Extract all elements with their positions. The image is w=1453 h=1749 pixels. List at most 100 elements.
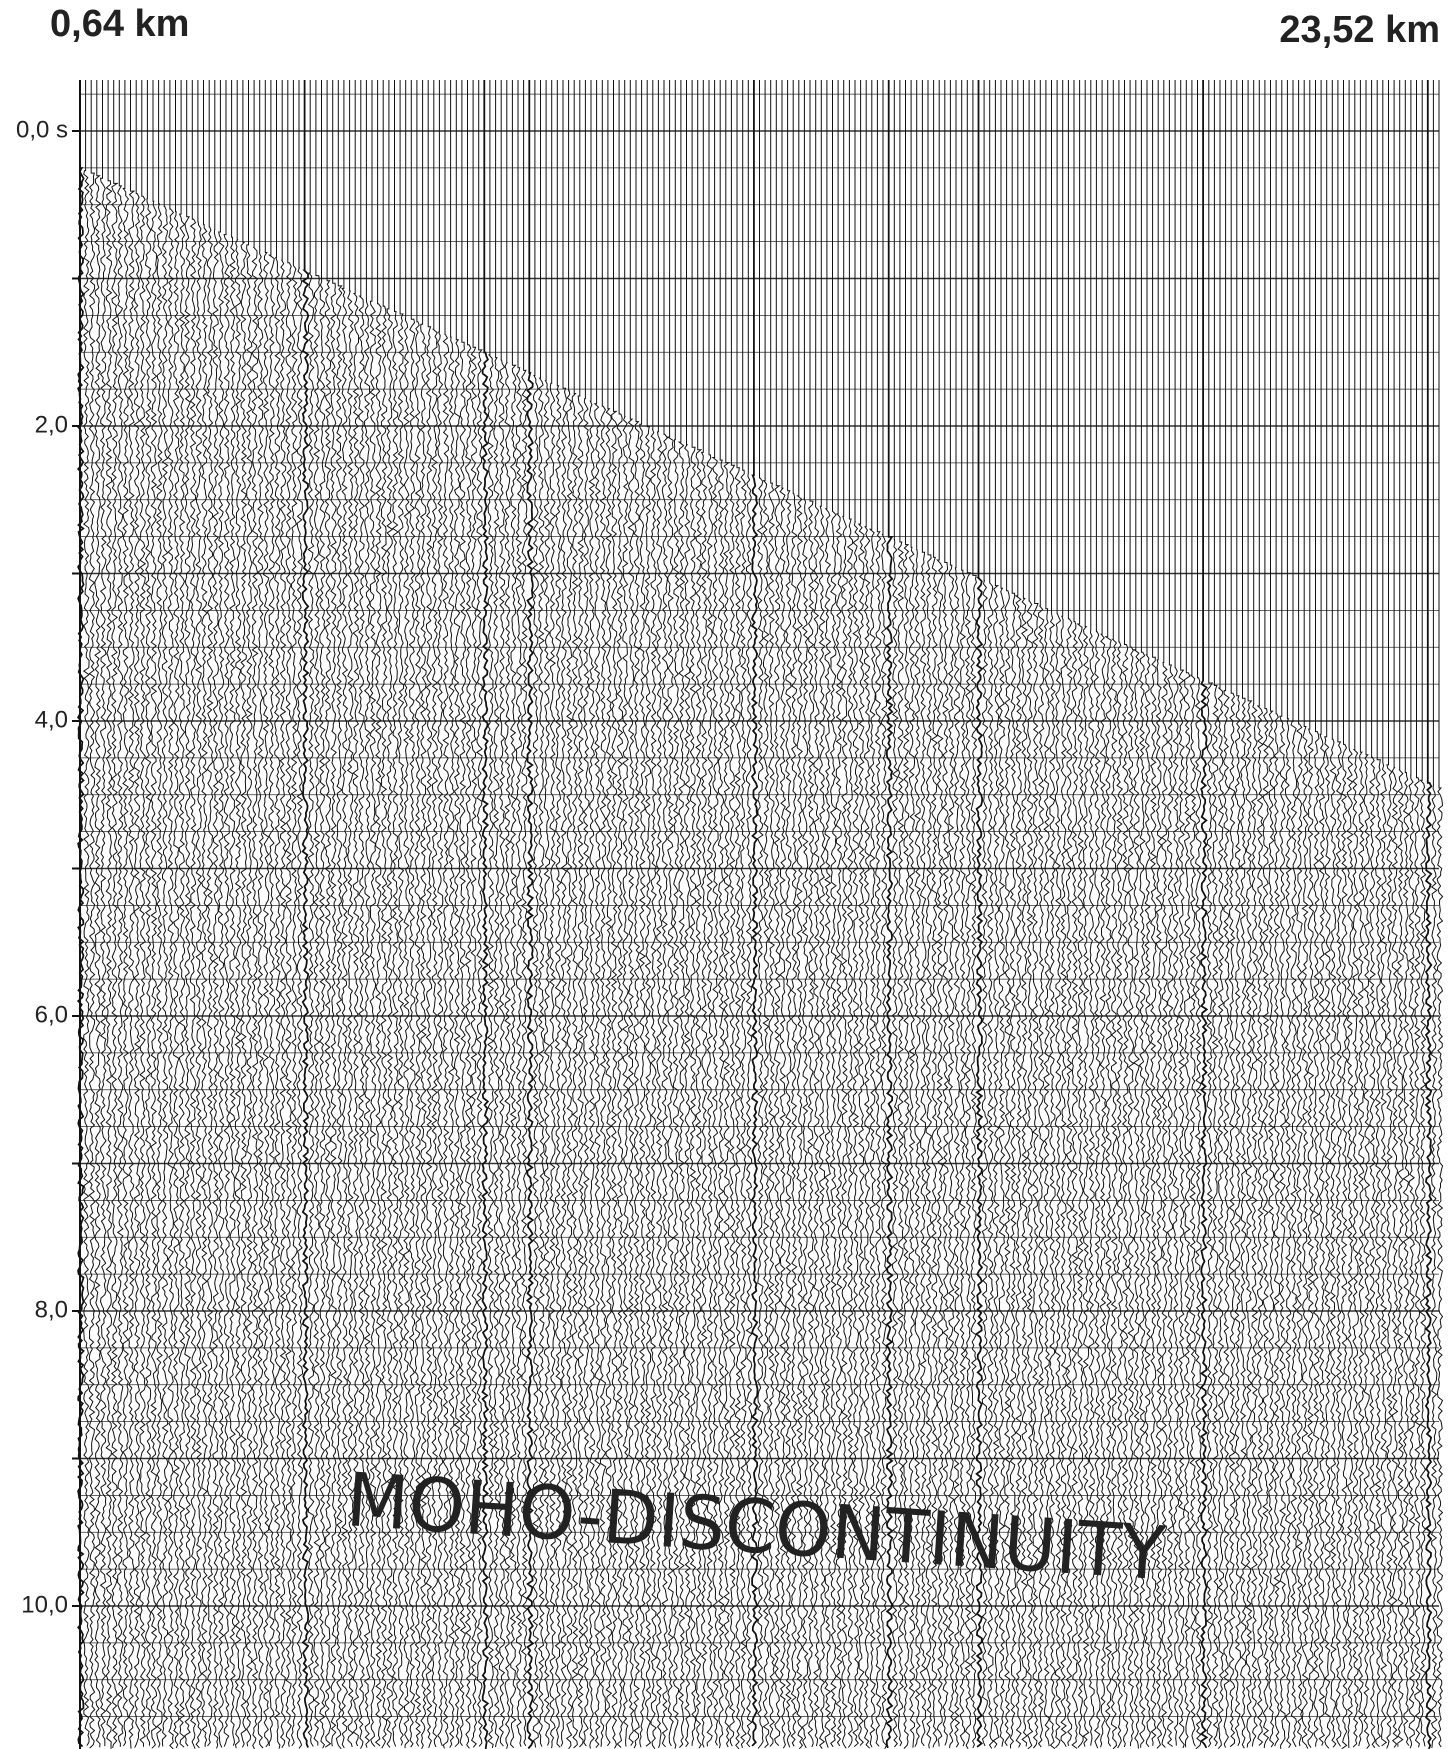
trace [818,80,826,1749]
trace [813,80,820,1747]
trace [750,80,759,1747]
trace [419,80,427,1749]
trace [745,80,753,1748]
trace [1037,80,1045,1748]
trace [1256,80,1264,1746]
time-label: 0,0 s [16,116,68,143]
trace [739,80,748,1748]
trace [981,80,989,1747]
trace [1043,80,1051,1747]
trace [307,80,315,1747]
trace [1127,80,1135,1747]
trace [897,80,905,1747]
trace [200,80,208,1747]
trace [1116,80,1124,1749]
trace [1340,80,1348,1749]
trace [868,80,877,1748]
trace [459,80,467,1746]
trace [1104,80,1113,1747]
trace [885,80,894,1749]
time-label: 2,0 [35,411,68,438]
trace [374,80,383,1747]
trace [807,80,815,1748]
trace [414,80,422,1747]
trace [1279,80,1286,1749]
trace [565,80,573,1749]
trace [1262,80,1270,1749]
trace [1419,80,1427,1747]
trace [1385,80,1393,1749]
trace [790,80,798,1747]
trace [1430,80,1438,1748]
trace [498,80,506,1747]
trace [352,80,360,1747]
trace [824,80,832,1748]
trace [666,80,674,1747]
trace [683,80,692,1747]
trace [335,80,343,1749]
trace [610,80,618,1749]
trace [1178,80,1186,1749]
trace [1020,80,1028,1747]
trace [846,80,854,1748]
trace [206,80,214,1747]
trace [1071,80,1079,1749]
trace [1402,80,1410,1746]
trace [863,80,871,1749]
trace [1357,80,1365,1747]
trace [189,80,197,1749]
trace [116,80,124,1747]
trace [346,80,354,1748]
trace [251,80,259,1749]
trace [380,80,388,1749]
trace [436,80,444,1747]
trace [358,80,366,1749]
trace [1391,80,1399,1748]
trace [217,80,225,1748]
trace [223,80,231,1747]
trace [919,80,927,1747]
trace [728,80,736,1747]
trace [313,80,321,1746]
trace [773,80,781,1747]
trace [902,80,910,1749]
left-distance: 0,64 km [50,3,189,45]
trace [762,80,770,1748]
trace [1239,80,1247,1749]
trace [273,80,281,1749]
trace [1413,80,1421,1748]
trace [195,80,203,1749]
trace [1121,80,1129,1748]
trace [1346,80,1354,1749]
trace [127,80,136,1749]
trace [178,80,186,1748]
trace [1290,80,1298,1748]
trace [947,80,955,1749]
trace [1003,80,1011,1746]
trace [1323,80,1331,1749]
trace [930,80,938,1748]
trace [543,80,551,1746]
time-label: 4,0 [35,706,68,733]
trace [768,80,776,1747]
trace [537,80,545,1747]
trace [779,80,787,1749]
trace [532,80,540,1748]
trace [835,80,843,1747]
trace [942,80,950,1746]
trace [1380,80,1388,1747]
trace [549,80,556,1749]
trace [1132,80,1140,1749]
trace [1352,80,1359,1748]
trace [914,80,922,1747]
trace [1183,80,1191,1748]
trace [425,80,433,1748]
trace [475,80,484,1747]
trace [1329,80,1337,1748]
trace [1217,80,1225,1749]
trace [695,80,703,1749]
trace [262,80,270,1748]
trace [852,80,860,1747]
trace [515,80,523,1747]
